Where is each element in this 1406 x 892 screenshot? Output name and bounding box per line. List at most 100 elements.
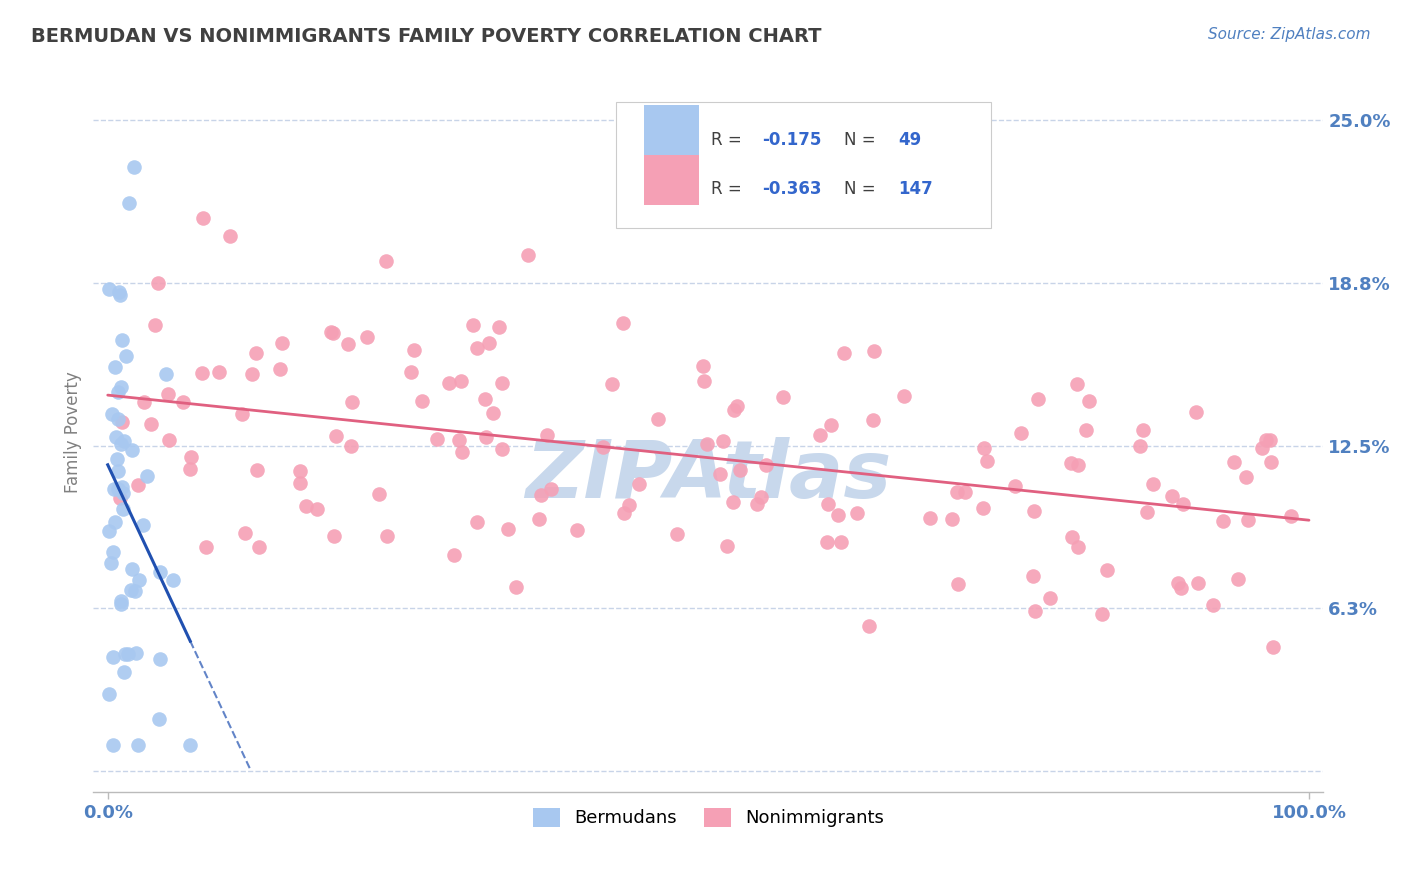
Point [711,434,734,448]
Point [692,359,714,373]
Point [110,491,132,505]
Point [846,506,869,520]
Text: 147: 147 [898,180,932,198]
Point [1167,576,1189,591]
Point [307,502,329,516]
Point [505,580,527,594]
FancyBboxPatch shape [644,155,699,205]
Point [108,287,131,301]
Point [1171,497,1194,511]
Point [530,487,553,501]
Point [101,407,124,421]
Point [1010,425,1032,440]
Point [143,318,166,333]
Point [124,583,146,598]
Point [723,403,745,417]
Point [536,428,558,442]
Point [465,516,488,530]
Point [114,647,136,661]
Point [426,432,449,446]
Point [862,413,884,427]
Point [98,688,121,702]
Point [1024,604,1046,618]
Point [162,573,184,587]
Point [1212,514,1234,528]
Point [941,512,963,526]
Point [1095,563,1118,577]
Point [815,535,838,549]
Point [118,196,141,211]
Point [1279,509,1302,524]
Point [356,330,378,344]
Point [976,453,998,467]
Point [149,652,172,666]
Point [478,336,501,351]
Point [115,349,138,363]
Point [132,517,155,532]
Point [772,390,794,404]
Point [191,211,214,225]
Point [808,428,831,442]
Point [567,523,589,537]
Point [832,346,855,360]
Point [157,433,180,447]
Point [323,529,346,543]
Point [627,476,650,491]
Point [745,497,768,511]
Point [110,597,132,611]
Point [666,527,689,541]
Point [1022,569,1045,583]
Point [374,253,396,268]
Point [827,508,849,522]
Point [103,482,125,496]
Point [1260,455,1282,469]
Text: -0.175: -0.175 [762,131,823,149]
Point [319,325,342,339]
Point [1091,607,1114,621]
Text: R =: R = [711,131,747,149]
Point [1254,434,1277,448]
Text: Source: ZipAtlas.com: Source: ZipAtlas.com [1208,27,1371,42]
Point [946,484,969,499]
Text: N =: N = [844,131,880,149]
Point [918,511,941,525]
Point [1076,423,1098,437]
Text: BERMUDAN VS NONIMMIGRANTS FAMILY POVERTY CORRELATION CHART: BERMUDAN VS NONIMMIGRANTS FAMILY POVERTY… [31,27,821,45]
Point [104,515,127,529]
Point [1161,489,1184,503]
Point [437,376,460,391]
Point [149,565,172,579]
Point [121,561,143,575]
Point [172,395,194,409]
Point [830,534,852,549]
Point [465,341,488,355]
Point [1028,392,1050,406]
Point [101,738,124,752]
Point [98,282,121,296]
Point [449,433,471,447]
Point [1261,640,1284,655]
Point [817,497,839,511]
Point [245,346,267,360]
Point [474,430,496,444]
Point [1066,540,1088,554]
Point [340,394,363,409]
Point [1078,393,1101,408]
Point [107,412,129,426]
Point [482,406,505,420]
Text: 49: 49 [898,131,921,149]
Point [592,440,614,454]
Point [124,646,146,660]
Point [1227,572,1250,586]
Point [450,374,472,388]
Point [104,360,127,375]
Point [233,525,256,540]
Point [247,540,270,554]
Point [103,649,125,664]
Point [156,387,179,401]
Point [517,248,540,262]
Point [117,647,139,661]
Point [1022,504,1045,518]
Point [108,285,131,300]
Point [111,502,134,516]
